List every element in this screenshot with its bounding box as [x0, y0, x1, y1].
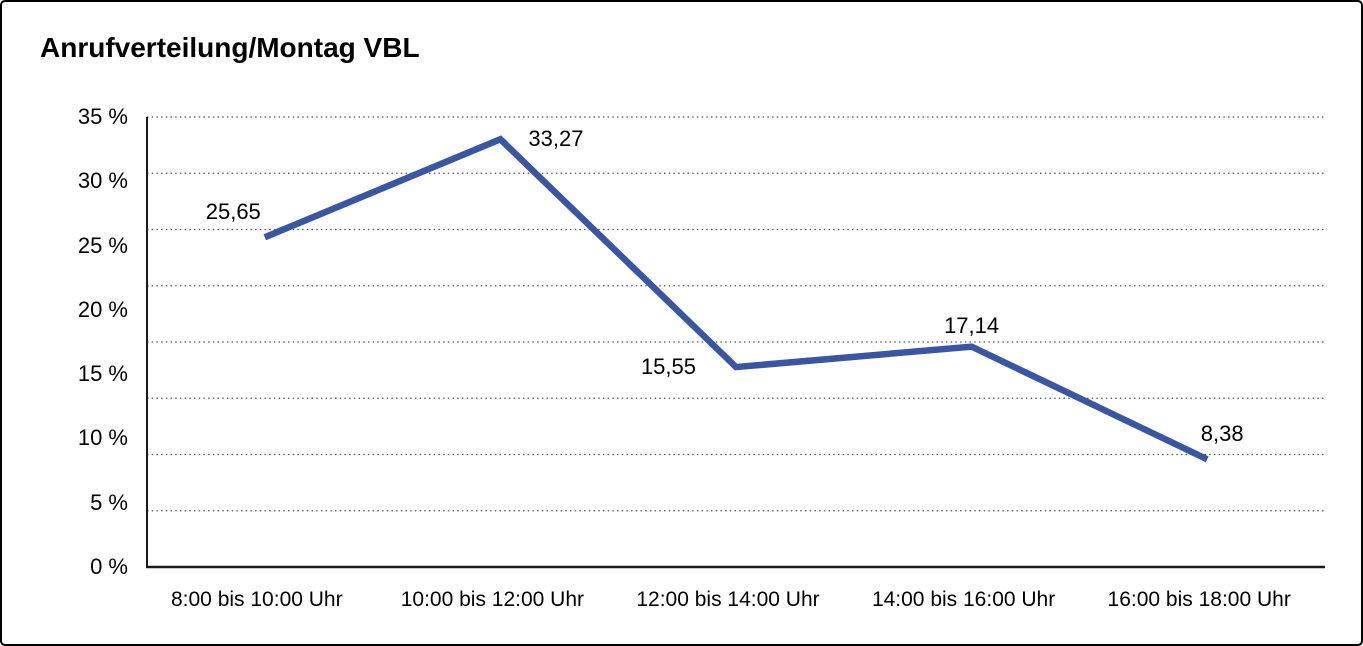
- y-tick-label: 20 %: [77, 296, 128, 322]
- y-tick-label: 10 %: [77, 425, 128, 451]
- data-point-value-label: 8,38: [1200, 421, 1244, 447]
- y-tick-label: 15 %: [77, 361, 128, 387]
- x-category-label: 8:00 bis 10:00 Uhr: [170, 588, 343, 611]
- x-category-label: 12:00 bis 14:00 Uhr: [636, 588, 820, 611]
- data-point-value-label: 17,14: [944, 312, 1000, 338]
- data-point-value-label: 15,55: [640, 354, 696, 380]
- x-category-label: 10:00 bis 12:00 Uhr: [400, 588, 585, 611]
- y-tick-label: 0 %: [90, 554, 128, 579]
- data-point-value-label: 33,27: [528, 126, 584, 152]
- y-tick-label: 35 %: [77, 104, 128, 129]
- x-category-label: 16:00 bis 18:00 Uhr: [1107, 588, 1291, 611]
- y-tick-label: 5 %: [90, 489, 128, 515]
- data-line: [263, 135, 1209, 463]
- chart-title: Anrufverteilung/Montag VBL: [40, 32, 420, 63]
- y-tick-label: 25 %: [77, 232, 128, 258]
- x-category-label: 14:00 bis 16:00 Uhr: [871, 588, 1056, 611]
- y-tick-label: 30 %: [77, 168, 128, 194]
- data-point-value-label: 25,65: [205, 199, 261, 225]
